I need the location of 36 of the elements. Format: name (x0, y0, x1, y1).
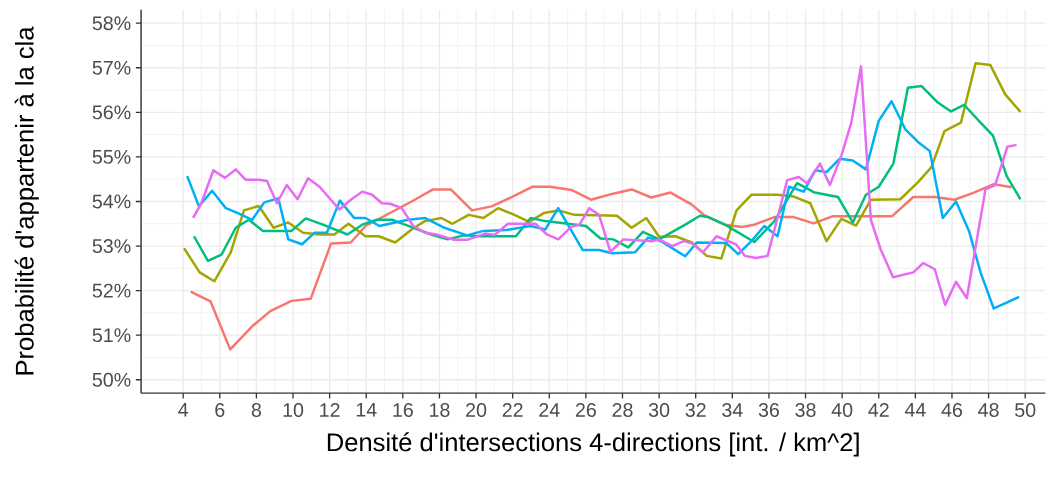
x-tick-label: 10 (283, 403, 304, 418)
x-tick-label: 22 (502, 403, 523, 417)
y-axis-title: Probabilité d'appartenir à la cla (14, 26, 39, 375)
x-tick-label: 14 (356, 403, 377, 417)
line-series (185, 100, 1021, 310)
x-tick-label: 20 (466, 403, 487, 418)
x-tick-label: 40 (831, 403, 853, 418)
x-tick-label: 46 (941, 403, 963, 418)
x-tick-label: 32 (685, 403, 706, 418)
x-tick-label: 8 (251, 403, 261, 418)
x-tick-label: 34 (722, 403, 743, 418)
x-tick-label: 4 (178, 403, 189, 417)
y-tick-label: 52% (92, 283, 131, 298)
y-tick-label: 53% (92, 239, 131, 254)
y-tick-label: 54% (92, 194, 131, 209)
y-tick-label: 57% (92, 61, 131, 75)
y-tick-label: 51% (92, 328, 131, 343)
x-tick-label: 44 (904, 403, 926, 417)
y-tick-label: 58% (92, 16, 131, 31)
x-tick-label: 24 (539, 403, 560, 417)
x-tick-label: 36 (758, 403, 779, 418)
x-tick-label: 30 (648, 403, 670, 418)
x-tick-label: 6 (215, 403, 225, 418)
x-tick-label: 18 (430, 403, 450, 418)
y-tick-label: 50% (92, 372, 131, 387)
x-tick-label: 48 (978, 403, 999, 418)
x-tick-label: 50 (1015, 403, 1036, 418)
x-tick-label: 26 (575, 403, 596, 418)
x-tick-label: 28 (612, 403, 633, 418)
x-tick-label: 12 (320, 403, 340, 417)
x-axis-title: Densité d'intersections 4-directions [int. / km^2] (327, 432, 859, 457)
x-tick-label: 42 (868, 403, 889, 417)
y-tick-label: 55% (92, 150, 131, 164)
x-tick-label: 16 (393, 403, 413, 418)
x-tick-label: 38 (795, 403, 816, 418)
y-tick-label: 56% (92, 105, 131, 120)
